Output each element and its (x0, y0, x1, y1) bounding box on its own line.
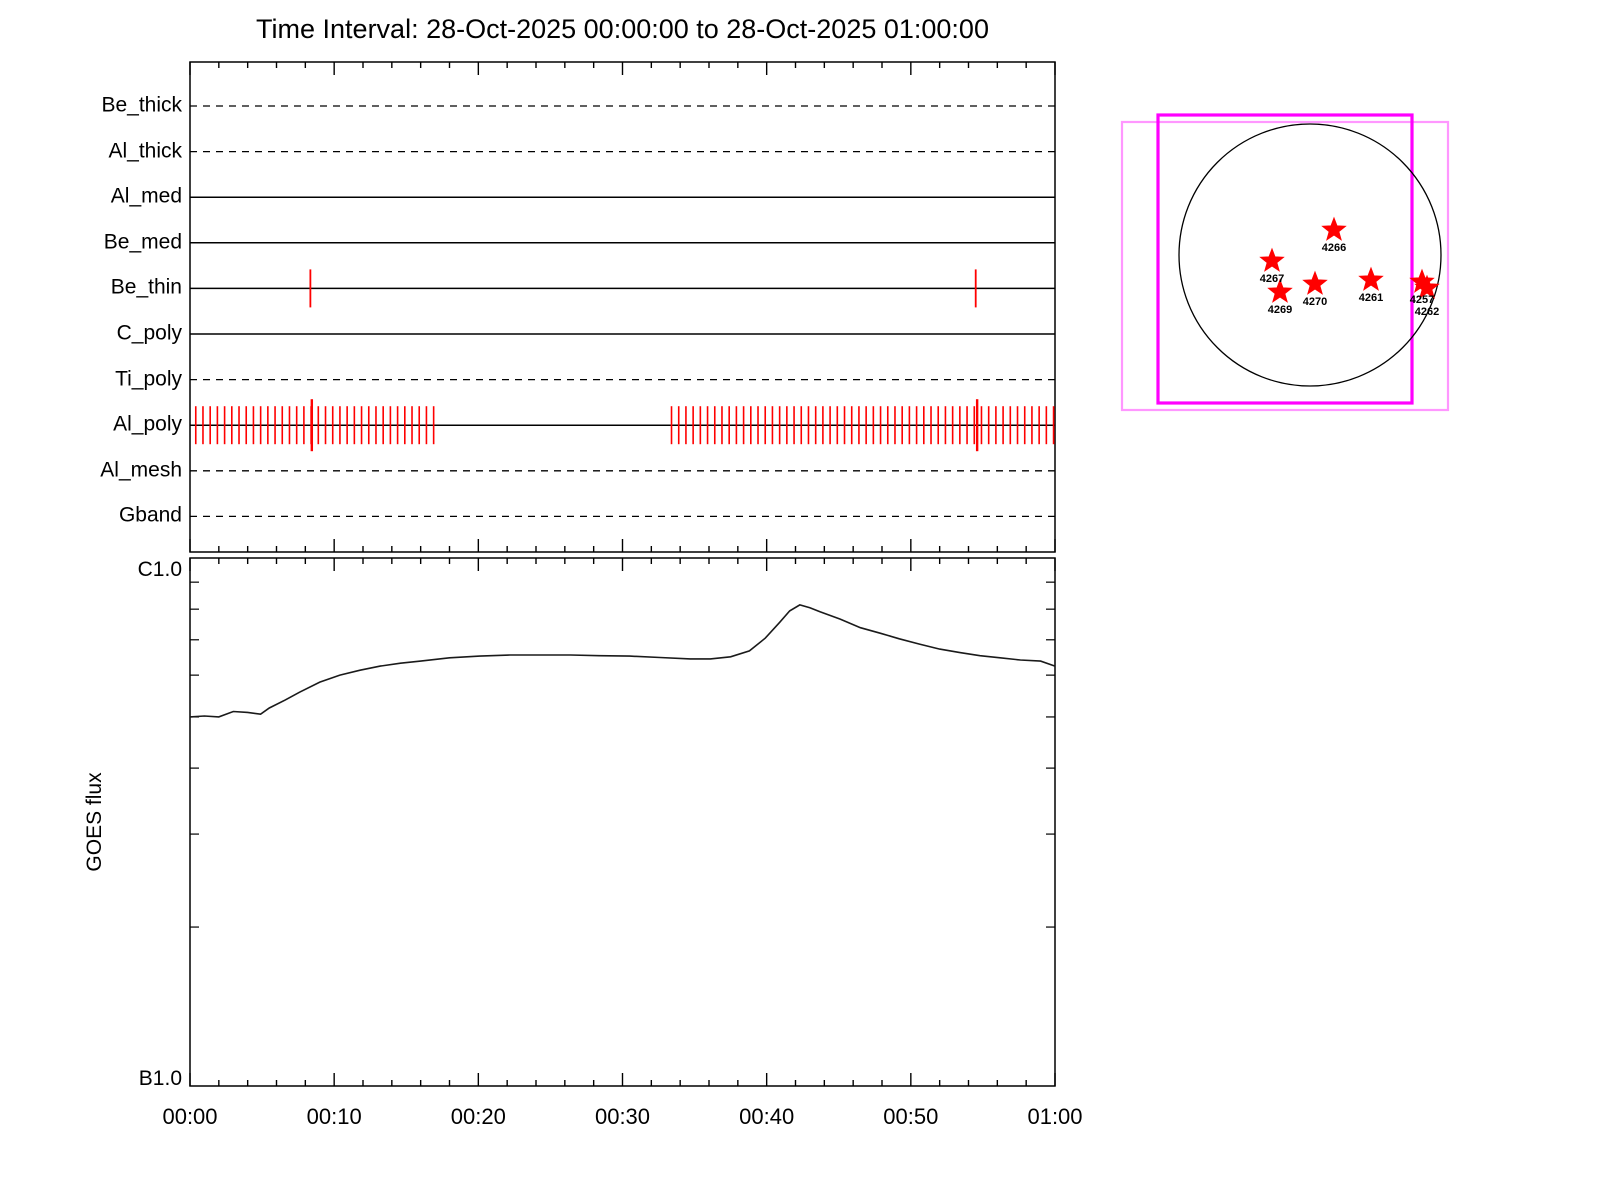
timeline-panel-border (189, 61, 1056, 553)
time-axis-label: 00:30 (594, 1104, 651, 1129)
active-region-label: 4269 (1267, 304, 1293, 316)
active-region-label: 4262 (1414, 306, 1440, 318)
page-title: Time Interval: 28-Oct-2025 00:00:00 to 2… (256, 14, 989, 44)
filter-channel-label: Be_thick (101, 93, 182, 117)
filter-channel-label: Be_med (103, 230, 182, 254)
filter-channel-label: Al_mesh (100, 458, 182, 482)
active-region-star (1302, 270, 1328, 295)
time-axis-label: 00:10 (306, 1104, 362, 1129)
goes-panel-border (189, 557, 1056, 1087)
time-axis-label: 00:40 (739, 1104, 795, 1129)
filter-channel-label: Al_poly (113, 412, 182, 436)
active-region-star (1414, 274, 1440, 299)
active-region-star (1259, 247, 1285, 272)
time-axis-label: 00:20 (450, 1104, 506, 1129)
filter-channel-label: Al_thick (108, 139, 182, 163)
time-axis-label: 00:00 (162, 1104, 218, 1129)
goes-ymax-label: C1.0 (137, 558, 182, 581)
fov-box-inner (1156, 113, 1414, 405)
goes-flux-curve (189, 604, 1056, 718)
filter-channel-label: C_poly (116, 321, 182, 345)
active-region-label: 4267 (1259, 273, 1285, 285)
active-region-label: 4261 (1358, 292, 1384, 304)
filter-channel-label: Be_thin (110, 275, 182, 299)
filter-channel-label: Al_med (110, 184, 182, 208)
active-region-star (1267, 278, 1293, 303)
time-axis-label: 00:50 (883, 1104, 939, 1129)
filter-channel-label: Ti_poly (115, 367, 182, 391)
goes-y-axis-title: GOES flux (83, 772, 106, 872)
active-region-label: 4257 (1409, 294, 1435, 306)
active-region-label: 4266 (1321, 242, 1347, 254)
time-axis-label: 01:00 (1027, 1104, 1083, 1129)
active-region-star (1358, 266, 1384, 291)
active-region-label: 4270 (1302, 296, 1328, 308)
solar-limb-circle (1178, 123, 1442, 387)
fov-box-outer (1120, 120, 1450, 412)
filter-channel-label: Gband (118, 503, 182, 527)
goes-ymin-label: B1.0 (138, 1067, 182, 1090)
active-region-star (1321, 216, 1347, 241)
